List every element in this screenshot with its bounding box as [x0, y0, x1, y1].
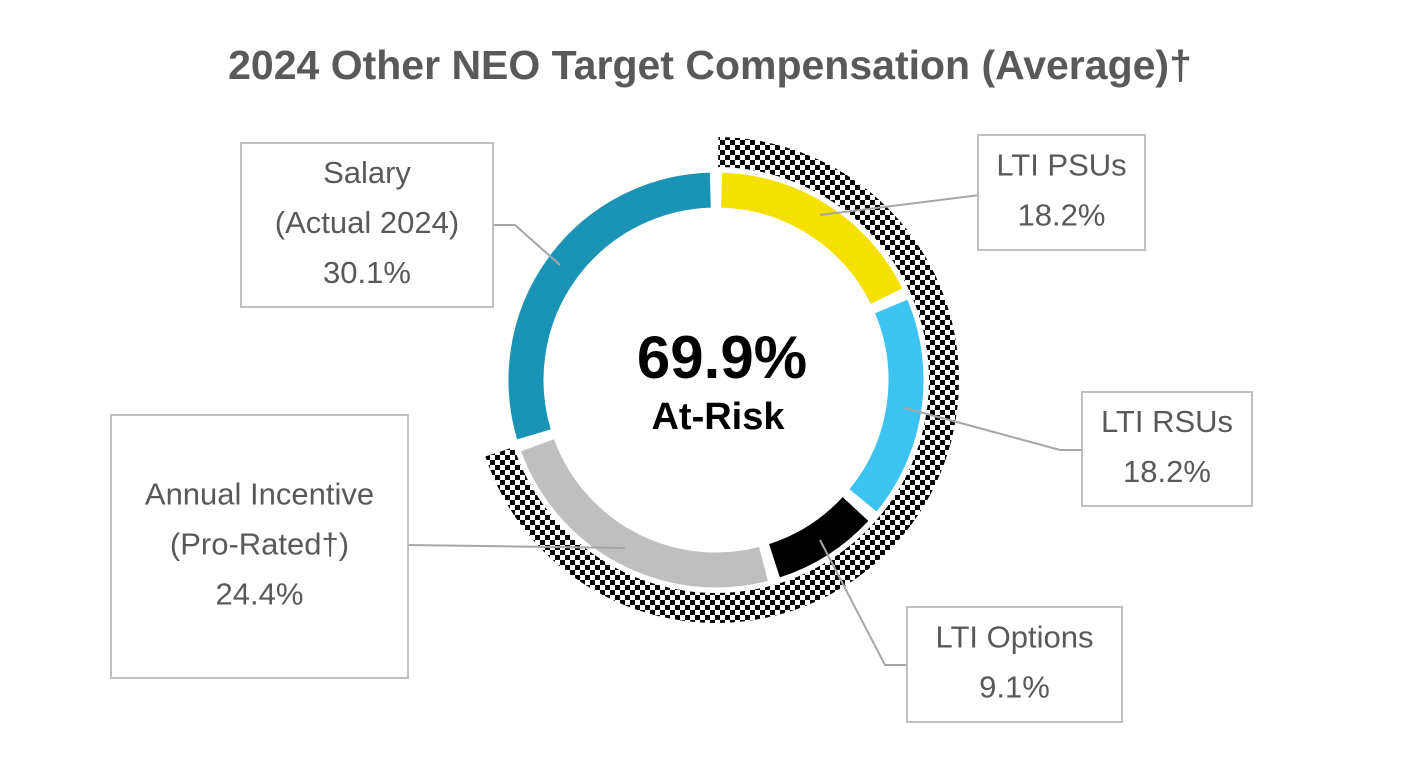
segment-value: 18.2%	[1018, 198, 1106, 233]
center-label: At-Risk	[651, 396, 785, 438]
segment-label: LTI Options	[936, 620, 1094, 655]
leader-line	[904, 407, 1082, 451]
leader-line	[493, 224, 561, 266]
center-value: 69.9%	[637, 324, 807, 391]
segment-label: (Actual 2024)	[275, 205, 459, 240]
donut-segment	[521, 438, 768, 588]
label-box	[110, 414, 409, 679]
at-risk-arc	[485, 137, 959, 623]
segment-label: (Pro-Rated†)	[170, 527, 349, 562]
chart-title: 2024 Other NEO Target Compensation (Aver…	[228, 42, 1192, 88]
donut-segment	[720, 172, 903, 305]
segment-value: 24.4%	[216, 577, 304, 612]
segment-label: Annual Incentive	[145, 477, 374, 512]
leader-line	[819, 539, 907, 666]
label-box	[240, 142, 494, 308]
segment-value: 30.1%	[323, 255, 411, 290]
label-box	[1081, 391, 1253, 507]
segment-value: 9.1%	[979, 670, 1050, 705]
label-box	[977, 134, 1146, 251]
segment-label: LTI PSUs	[996, 148, 1126, 183]
label-box	[906, 606, 1123, 723]
segment-label: LTI RSUs	[1101, 404, 1233, 439]
donut-segment	[849, 299, 924, 512]
donut-segment	[768, 496, 869, 578]
donut-segment	[508, 172, 712, 440]
leader-line	[407, 544, 626, 549]
segment-value: 18.2%	[1123, 454, 1211, 489]
segment-label: Salary	[323, 155, 411, 190]
leader-line	[819, 194, 981, 216]
